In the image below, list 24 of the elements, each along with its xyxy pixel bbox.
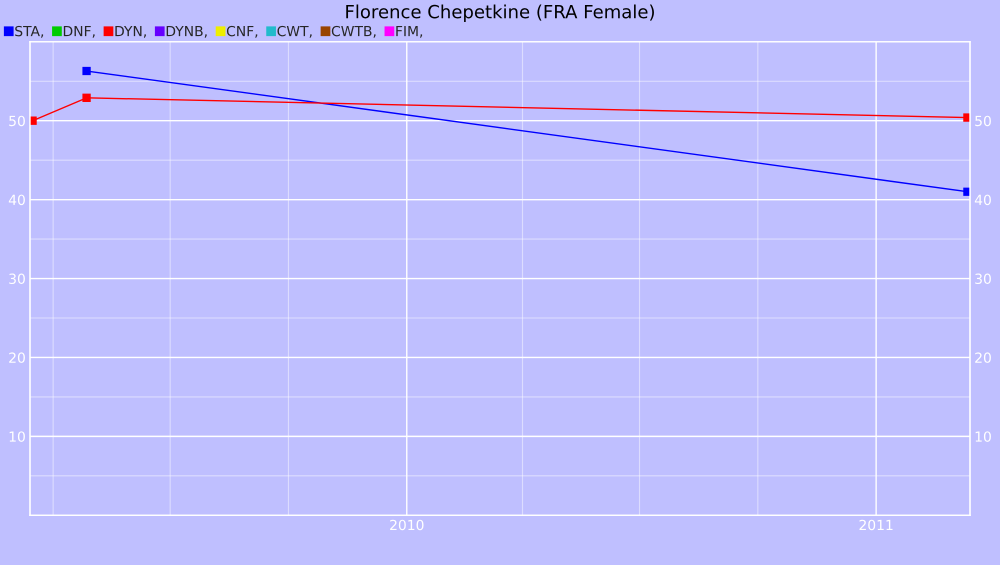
y-tick-label: 30 (9, 274, 25, 284)
point (963, 188, 970, 196)
y2-tick-label: 40 (974, 194, 991, 206)
x-tick-label: 2011 (859, 520, 893, 530)
x-tick-label: 2010 (390, 520, 424, 530)
legend-label: CWTB, (332, 26, 376, 38)
y2-tick-label: 30 (975, 274, 991, 284)
y-tick-label: 10 (10, 431, 25, 442)
y2-tick-label: 20 (975, 352, 991, 363)
y-tick-label: 50 (9, 116, 25, 126)
point (30, 116, 37, 125)
legend-label: FIM, (396, 26, 422, 38)
chart-title: Florence Chepetkine (FRA Female) (346, 4, 654, 22)
point (82, 66, 91, 76)
y-tick-label: 40 (8, 194, 25, 206)
legend-label: STA, (15, 26, 44, 38)
legend-label: DYN, (115, 26, 146, 38)
legend-label: CNF, (226, 26, 258, 38)
y2-tick-label: 50 (975, 116, 991, 126)
y2-tick-label: 10 (976, 431, 991, 442)
y-tick-label: 20 (9, 352, 25, 363)
legend-label: DYNB, (166, 26, 207, 38)
legend-label: CWT, (277, 26, 312, 38)
legend-label: DNF, (64, 26, 95, 38)
